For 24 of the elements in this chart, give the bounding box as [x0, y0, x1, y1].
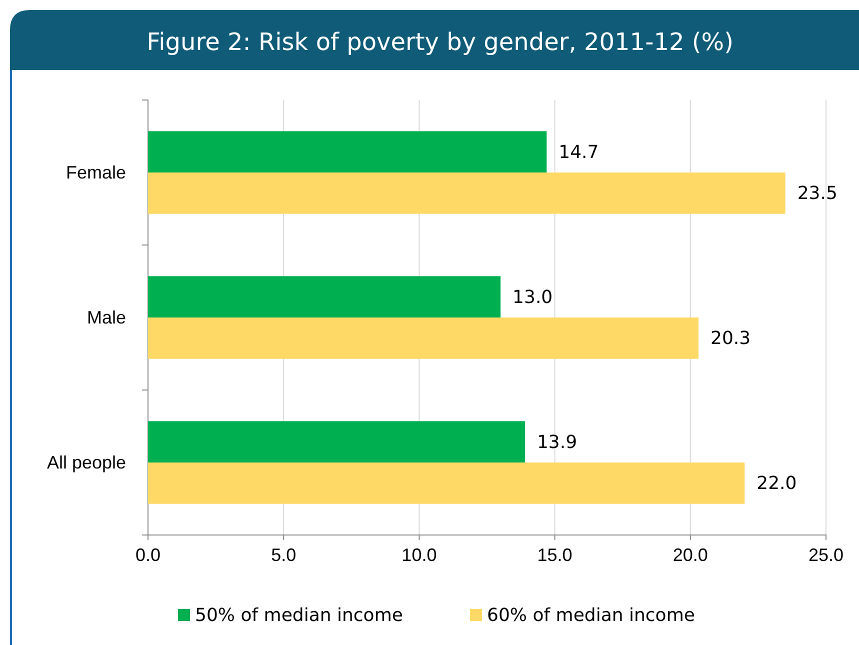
x-tick-label: 25.0: [808, 545, 844, 565]
data-label: 13.0: [512, 286, 553, 308]
data-label: 23.5: [797, 183, 838, 204]
data-label: 20.3: [710, 328, 751, 350]
legend-label: 50% of median income: [195, 605, 403, 626]
data-label: 14.7: [558, 142, 599, 163]
bar: [148, 172, 786, 214]
chart-title: Figure 2: Risk of poverty by gender, 2011-12 (%): [146, 28, 734, 56]
x-tick-label: 0.0: [135, 545, 161, 565]
bar: [148, 131, 547, 172]
data-label: 22.0: [756, 473, 797, 494]
y-tick-label: Male: [86, 307, 126, 328]
x-tick-label: 20.0: [672, 545, 708, 565]
bar: [148, 421, 525, 462]
data-label: 13.9: [536, 432, 578, 453]
y-tick-label: All people: [46, 452, 126, 472]
x-tick-label: 10.0: [402, 545, 437, 565]
bar: [148, 276, 501, 318]
y-tick-label: Female: [66, 162, 126, 182]
bar: [148, 462, 745, 504]
x-tick-label: 15.0: [537, 545, 572, 565]
x-tick-label: 5.0: [271, 545, 296, 565]
legend-label: 60% of median income: [487, 605, 695, 626]
bar: [148, 318, 699, 359]
